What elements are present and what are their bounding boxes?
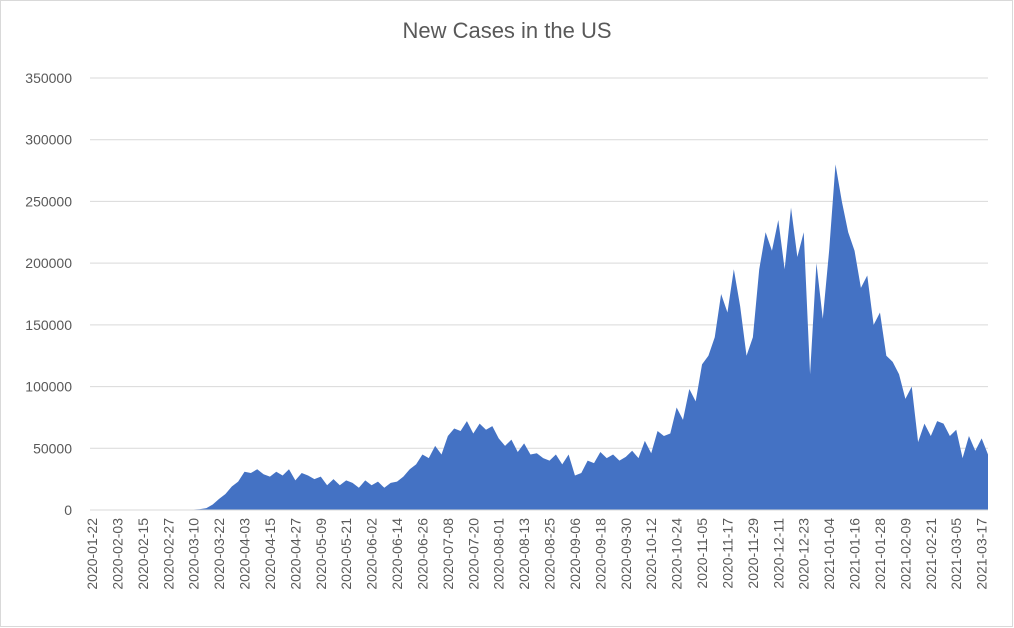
x-tick-label: 2021-01-16: [847, 518, 863, 590]
x-tick-label: 2020-06-14: [389, 518, 405, 590]
x-tick-label: 2020-10-12: [643, 518, 659, 590]
x-tick-label: 2021-01-04: [821, 518, 837, 590]
y-tick-label: 250000: [25, 193, 72, 209]
y-tick-label: 100000: [25, 379, 72, 395]
x-tick-label: 2020-08-13: [516, 518, 532, 590]
x-tick-label: 2020-09-30: [618, 518, 634, 590]
x-tick-label: 2020-11-29: [745, 518, 761, 589]
x-tick-label: 2020-09-06: [567, 518, 583, 590]
chart-title: New Cases in the US: [402, 18, 611, 43]
y-tick-label: 300000: [25, 132, 72, 148]
x-tick-label: 2020-11-17: [719, 518, 735, 589]
x-tick-label: 2020-02-03: [109, 518, 125, 590]
x-tick-label: 2020-02-27: [160, 518, 176, 590]
x-tick-label: 2021-03-17: [974, 518, 990, 590]
y-tick-label: 150000: [25, 317, 72, 333]
x-tick-label: 2020-10-24: [669, 518, 685, 590]
x-tick-label: 2020-09-18: [592, 518, 608, 590]
x-tick-label: 2020-08-01: [491, 518, 507, 590]
x-tick-label: 2020-12-11: [770, 518, 786, 589]
x-tick-label: 2020-01-22: [84, 518, 100, 590]
x-tick-label: 2021-01-28: [872, 518, 888, 590]
x-tick-label: 2020-06-26: [414, 518, 430, 590]
x-tick-label: 2021-02-21: [923, 518, 939, 590]
y-tick-label: 50000: [33, 440, 72, 456]
y-tick-label: 200000: [25, 255, 72, 271]
x-tick-label: 2020-06-02: [364, 518, 380, 590]
x-tick-label: 2020-08-25: [542, 518, 558, 590]
x-tick-label: 2020-04-03: [237, 518, 253, 590]
y-tick-label: 0: [64, 502, 72, 518]
x-tick-label: 2020-07-20: [465, 518, 481, 590]
x-tick-label: 2020-03-22: [211, 518, 227, 590]
x-tick-label: 2020-03-10: [186, 518, 202, 590]
x-tick-label: 2020-04-27: [287, 518, 303, 590]
x-tick-label: 2020-12-23: [796, 518, 812, 590]
x-tick-label: 2020-05-09: [313, 518, 329, 590]
x-tick-label: 2021-02-09: [897, 518, 913, 590]
x-tick-label: 2020-07-08: [440, 518, 456, 590]
x-tick-label: 2020-05-21: [338, 518, 354, 590]
x-tick-label: 2020-04-15: [262, 518, 278, 590]
area: [92, 164, 988, 510]
x-tick-label: 2021-03-05: [948, 518, 964, 590]
x-tick-label: 2020-11-05: [694, 518, 710, 589]
x-tick-label: 2020-02-15: [135, 518, 151, 590]
y-tick-label: 350000: [25, 70, 72, 86]
